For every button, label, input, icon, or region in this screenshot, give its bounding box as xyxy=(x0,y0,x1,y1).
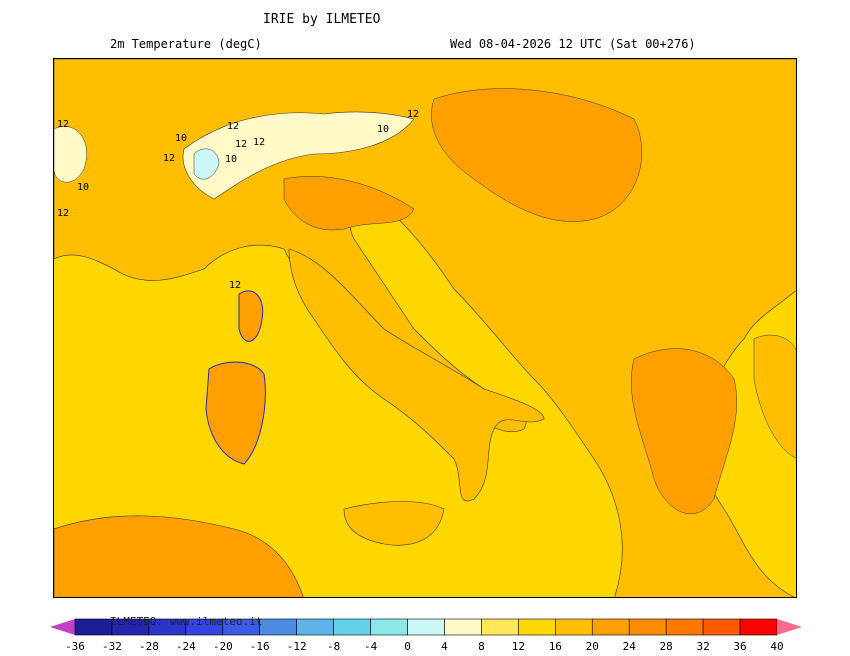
colorbar-tick-label: -28 xyxy=(138,640,159,653)
colorbar-cell xyxy=(333,618,371,636)
land-italy xyxy=(288,248,545,502)
temperature-map: 12 12 10 12 10 12 10 12 12 10 12 12 xyxy=(53,58,797,598)
watermark: ILMETEO: www.ilmeteo.it xyxy=(110,615,263,628)
colorbar-tick-label: -8 xyxy=(327,640,341,653)
colorbar-cell xyxy=(555,618,593,636)
colorbar-cell xyxy=(296,618,334,636)
colorbar-cell xyxy=(74,618,113,636)
colorbar-tick-label: 36 xyxy=(733,640,747,653)
land-corsica xyxy=(238,290,264,342)
colorbar-tick-label: 0 xyxy=(404,640,411,653)
colorbar-tick-label: -12 xyxy=(286,640,307,653)
contour-label: 10 xyxy=(377,124,389,135)
contour-label: 10 xyxy=(77,182,89,193)
contour-label: 10 xyxy=(225,154,237,165)
colorbar-cell xyxy=(628,618,667,636)
contour-label: 12 xyxy=(229,280,241,291)
colorbar-tick-label: 8 xyxy=(478,640,485,653)
valid-time: Wed 08-04-2026 12 UTC (Sat 00+276) xyxy=(450,37,696,51)
colorbar-cell xyxy=(665,618,704,636)
mountain-cold-western-alps xyxy=(193,148,220,180)
contour-label: 12 xyxy=(235,139,247,150)
colorbar-cell xyxy=(407,618,445,636)
colorbar-cell xyxy=(591,618,630,636)
mountain-cold-alps xyxy=(182,111,415,200)
colorbar-over-arrow xyxy=(777,619,802,635)
contour-label: 12 xyxy=(407,109,419,120)
land-hot-balkans xyxy=(431,88,643,222)
colorbar-cell xyxy=(481,618,519,636)
land-hot-pianura xyxy=(283,176,415,231)
colorbar-tick-label: 28 xyxy=(659,640,673,653)
land-sicily xyxy=(343,501,445,546)
colorbar-tick-label: 40 xyxy=(770,640,784,653)
colorbar-tick-label: 32 xyxy=(696,640,710,653)
colorbar-cell xyxy=(518,618,556,636)
colorbar-tick-label: 16 xyxy=(548,640,562,653)
contour-label: 10 xyxy=(175,133,187,144)
colorbar xyxy=(50,618,802,636)
colorbar-tick-label: -24 xyxy=(175,640,196,653)
colorbar-tick-label: -16 xyxy=(249,640,270,653)
field-name: 2m Temperature (degC) xyxy=(110,37,262,51)
colorbar-tick-label: -4 xyxy=(363,640,378,653)
colorbar-cell xyxy=(739,618,778,636)
colorbar-under-arrow xyxy=(50,619,75,635)
colorbar-tick-label: 24 xyxy=(622,640,636,653)
colorbar-tick-label: 12 xyxy=(511,640,525,653)
colorbar-tick-label: 20 xyxy=(585,640,599,653)
colorbar-cell xyxy=(444,618,482,636)
land-hot-greece xyxy=(631,348,737,515)
contour-label: 12 xyxy=(253,137,265,148)
colorbar-cell xyxy=(259,618,297,636)
contour-label: 12 xyxy=(57,208,69,219)
colorbar-tick-label: -36 xyxy=(65,640,85,653)
land-sardinia xyxy=(205,361,266,465)
land-africa xyxy=(54,515,304,597)
land-west-cold xyxy=(54,126,87,183)
colorbar-cell xyxy=(370,618,408,636)
land-east-turkey xyxy=(753,334,796,459)
chart-title: IRIE by ILMETEO xyxy=(263,12,381,27)
colorbar-tick-label: 4 xyxy=(441,640,448,653)
contour-label: 12 xyxy=(227,121,239,132)
colorbar-cell xyxy=(702,618,741,636)
colorbar-tick-label: -20 xyxy=(212,640,233,653)
contour-label: 12 xyxy=(57,119,69,130)
colorbar-tick-label: -32 xyxy=(102,640,122,653)
contour-label: 12 xyxy=(163,153,175,164)
